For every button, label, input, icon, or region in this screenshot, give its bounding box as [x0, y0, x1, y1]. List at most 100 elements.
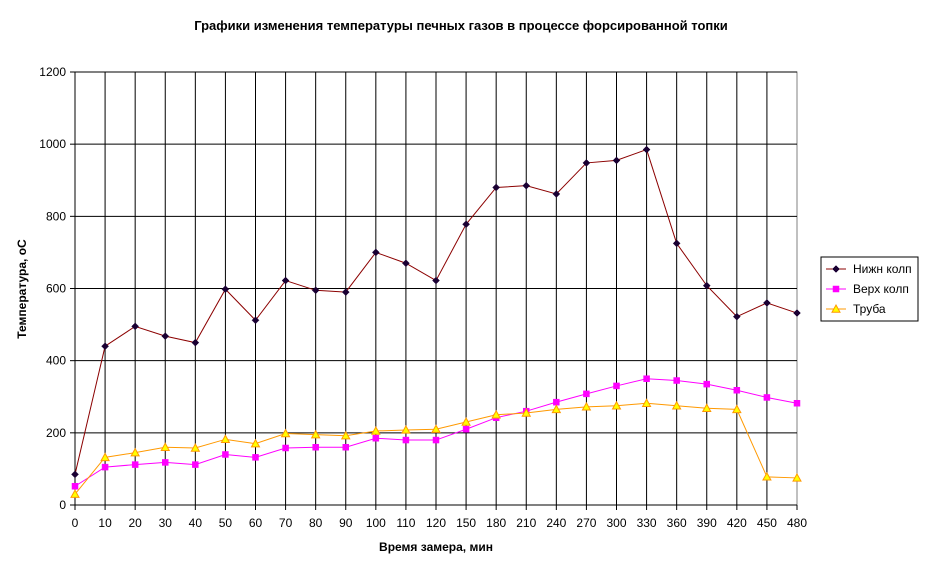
legend-label: Труба — [853, 302, 886, 316]
series-2-point — [192, 461, 199, 468]
y-tick-label: 0 — [59, 498, 66, 512]
series-1-point — [552, 190, 561, 198]
x-tick-label: 360 — [667, 516, 687, 530]
series-3-point — [70, 489, 80, 498]
series-2-point — [673, 377, 680, 384]
x-tick-label: 60 — [249, 516, 263, 530]
series-2-point — [733, 387, 741, 394]
series-2-point — [432, 436, 440, 444]
series-3-point — [100, 452, 110, 462]
series-1-point — [672, 239, 681, 248]
x-tick-label: 80 — [309, 516, 323, 530]
legend-label: Нижн колп — [853, 262, 912, 276]
series-3-point — [521, 407, 532, 417]
series-1-point — [462, 220, 470, 229]
x-tick-label: 100 — [366, 516, 386, 530]
series-1-point — [793, 309, 801, 317]
series-3-point — [581, 401, 592, 411]
y-tick-label: 400 — [46, 354, 66, 368]
x-tick-label: 210 — [516, 516, 536, 530]
x-tick-label: 390 — [697, 516, 717, 530]
series-1-point — [251, 316, 260, 325]
series-3-point — [340, 430, 351, 440]
series-2-point — [553, 398, 560, 406]
series-2-point — [131, 461, 139, 468]
series-3-point — [190, 442, 201, 452]
series-1-point — [642, 145, 651, 154]
series-2-point — [763, 394, 771, 401]
series-1-point — [311, 286, 320, 295]
x-tick-label: 120 — [426, 516, 446, 530]
series-3-point — [310, 429, 321, 439]
series-3-point — [280, 428, 291, 438]
series-1-point — [702, 281, 711, 290]
chart-title: Графики изменения температуры печных газ… — [194, 18, 728, 33]
series-2-point — [282, 444, 289, 452]
series-1-point — [371, 248, 380, 257]
series-2-point — [162, 459, 169, 466]
x-tick-label: 180 — [486, 516, 506, 530]
series-1-point — [432, 276, 440, 285]
legend-swatch-marker — [831, 303, 841, 313]
series-3-point — [701, 403, 712, 412]
x-tick-label: 420 — [727, 516, 747, 530]
x-tick-label: 30 — [159, 516, 173, 530]
y-tick-label: 600 — [46, 282, 66, 296]
x-tick-label: 20 — [128, 516, 142, 530]
series-3-point — [160, 442, 171, 451]
series-2-point — [793, 399, 801, 407]
series-2-point — [583, 390, 590, 398]
x-tick-label: 0 — [72, 516, 79, 530]
series-1-point — [101, 342, 109, 351]
y-axis-label: Температура, оС — [15, 239, 29, 339]
series-2-point — [222, 451, 229, 458]
series-3-point — [220, 434, 231, 444]
series-2-point — [312, 444, 319, 451]
series-3-point — [671, 400, 682, 410]
series-2-point — [703, 380, 710, 388]
x-tick-label: 40 — [189, 516, 203, 530]
series-3-point — [792, 472, 802, 482]
x-tick-label: 90 — [339, 516, 353, 530]
series-1-point — [71, 470, 79, 479]
y-tick-label: 1200 — [39, 65, 66, 79]
series-1-point — [582, 159, 591, 167]
x-tick-label: 10 — [98, 516, 112, 530]
series-2-point — [643, 375, 650, 382]
x-axis-label: Время замера, мин — [379, 540, 493, 554]
series-2-point — [613, 382, 620, 390]
plot-area: 0 200 400 600 800 1000 1200 0 10 20 30 40 50 60 70 80 90… — [39, 65, 807, 530]
series-2-point — [101, 463, 109, 471]
series-1-point — [612, 156, 621, 165]
series-3-point — [762, 471, 772, 481]
series-1-point — [402, 259, 410, 268]
series-3-point — [611, 400, 622, 410]
x-tick-label: 240 — [546, 516, 566, 530]
x-tick-label: 270 — [576, 516, 596, 530]
series-3-point — [731, 404, 742, 414]
x-tick-label: 110 — [396, 516, 415, 530]
series-3-point — [491, 409, 502, 419]
series-2-point — [71, 482, 79, 490]
series-1-point — [763, 299, 771, 307]
series-1-point — [522, 181, 531, 190]
series-2-point — [462, 425, 470, 433]
series-3-point — [250, 438, 261, 448]
series-3-point — [461, 416, 471, 426]
series-3-point — [370, 425, 381, 435]
series-1-point — [732, 312, 741, 321]
x-tick-label: 70 — [279, 516, 293, 530]
y-tick-label: 1000 — [39, 137, 66, 151]
series-3-point — [130, 447, 141, 457]
series-1-point — [492, 183, 501, 192]
x-tick-label: 480 — [787, 516, 807, 530]
series-3-point — [431, 424, 441, 433]
x-tick-label: 330 — [637, 516, 657, 530]
legend: Нижн колп Верх колп Труба — [820, 256, 919, 322]
series-1-point — [191, 338, 200, 347]
x-tick-label: 50 — [219, 516, 233, 530]
x-tick-label: 150 — [456, 516, 476, 530]
y-tick-label: 800 — [46, 209, 66, 223]
legend-swatch-marker — [832, 285, 840, 293]
